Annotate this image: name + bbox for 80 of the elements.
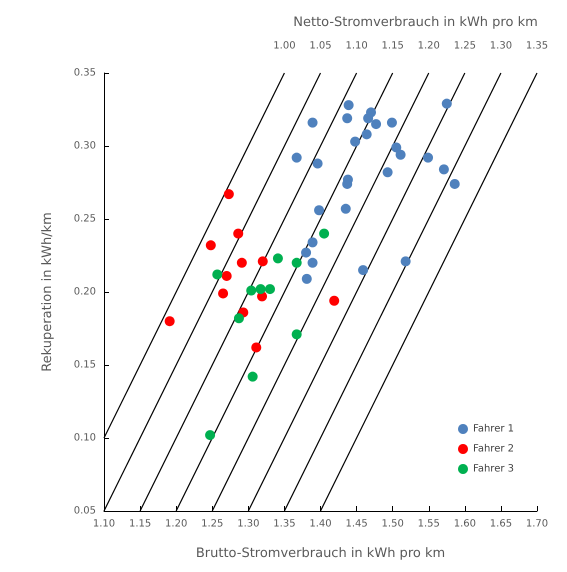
point [258, 256, 268, 266]
y-tick-label: 0.25 [74, 214, 96, 224]
x2-tick-label: 1.20 [418, 40, 440, 52]
x2-tick-label: 1.00 [273, 40, 296, 52]
point [386, 118, 397, 128]
x-tick-label: 1.15 [128, 518, 152, 530]
point [438, 164, 449, 174]
x-tick-label: 1.35 [273, 518, 296, 530]
point [423, 152, 434, 163]
y-tick-label: 0.10 [74, 432, 96, 444]
point [248, 372, 258, 382]
x-tick-label: 1.10 [92, 518, 116, 530]
y-tick-label: 0.15 [74, 360, 96, 370]
x-tick-label: 1.20 [165, 518, 188, 530]
x-tick-label: 1.45 [345, 518, 368, 530]
point [246, 286, 256, 296]
point [251, 342, 262, 352]
point [301, 248, 312, 258]
y-tick-label: 0.20 [74, 286, 96, 298]
point [234, 313, 244, 324]
point [233, 228, 244, 239]
x-tick-label: 1.65 [490, 518, 512, 530]
x-tick-label: 1.70 [526, 518, 548, 530]
point [319, 228, 330, 239]
y-tick-label: 0.05 [74, 506, 96, 516]
point [308, 258, 318, 268]
point [308, 237, 318, 248]
point [212, 269, 222, 280]
x2-tick-label: 1.30 [490, 40, 512, 52]
point [302, 274, 312, 284]
point [206, 240, 216, 250]
y-tick-label: 0.30 [74, 140, 96, 152]
y-axis-title: Rekuperation in kWh/km [40, 212, 55, 372]
point [371, 119, 382, 130]
point [362, 129, 372, 140]
point [363, 113, 374, 124]
point [218, 288, 228, 298]
x-tick-label: 1.50 [382, 518, 404, 530]
point [236, 258, 247, 268]
point [329, 296, 340, 306]
point [350, 136, 360, 147]
x2-tick-label: 1.05 [309, 40, 332, 52]
point [264, 284, 275, 294]
y-tick-label: 0.35 [74, 68, 96, 78]
legend-label: Fahrer 1 [473, 424, 514, 434]
x-tick-label: 1.30 [237, 518, 260, 530]
legend-label: Fahrer 3 [473, 464, 514, 474]
point [292, 329, 302, 340]
point [396, 150, 406, 160]
point [292, 152, 302, 163]
x-tick-label: 1.25 [201, 518, 224, 530]
point [450, 178, 460, 189]
x-tick-label: 1.60 [454, 518, 476, 530]
point [292, 258, 302, 268]
x-tick-label: 1.55 [418, 518, 440, 530]
point [382, 167, 393, 178]
x-axis-title: Brutto-Stromverbrauch in kWh pro km [196, 546, 446, 561]
point [312, 158, 323, 169]
x2-tick-label: 1.15 [382, 40, 404, 52]
point [442, 98, 452, 109]
point [224, 189, 234, 200]
point [272, 253, 283, 264]
point [164, 316, 175, 326]
x2-tick-label: 1.35 [526, 40, 548, 52]
x-tick-label: 1.40 [309, 518, 332, 530]
legend-label: Fahrer 2 [473, 444, 514, 454]
point [308, 118, 318, 128]
x2-axis-title: Netto-Stromverbrauch in kWh pro km [293, 15, 538, 30]
point [340, 204, 351, 214]
point [314, 205, 324, 216]
point [256, 284, 266, 294]
point [400, 256, 411, 266]
point [344, 100, 354, 110]
x2-tick-label: 1.10 [345, 40, 368, 52]
point [358, 265, 368, 276]
point [205, 430, 216, 440]
point [391, 142, 402, 152]
x2-tick-label: 1.25 [454, 40, 476, 52]
point [342, 113, 352, 124]
point [222, 270, 232, 281]
